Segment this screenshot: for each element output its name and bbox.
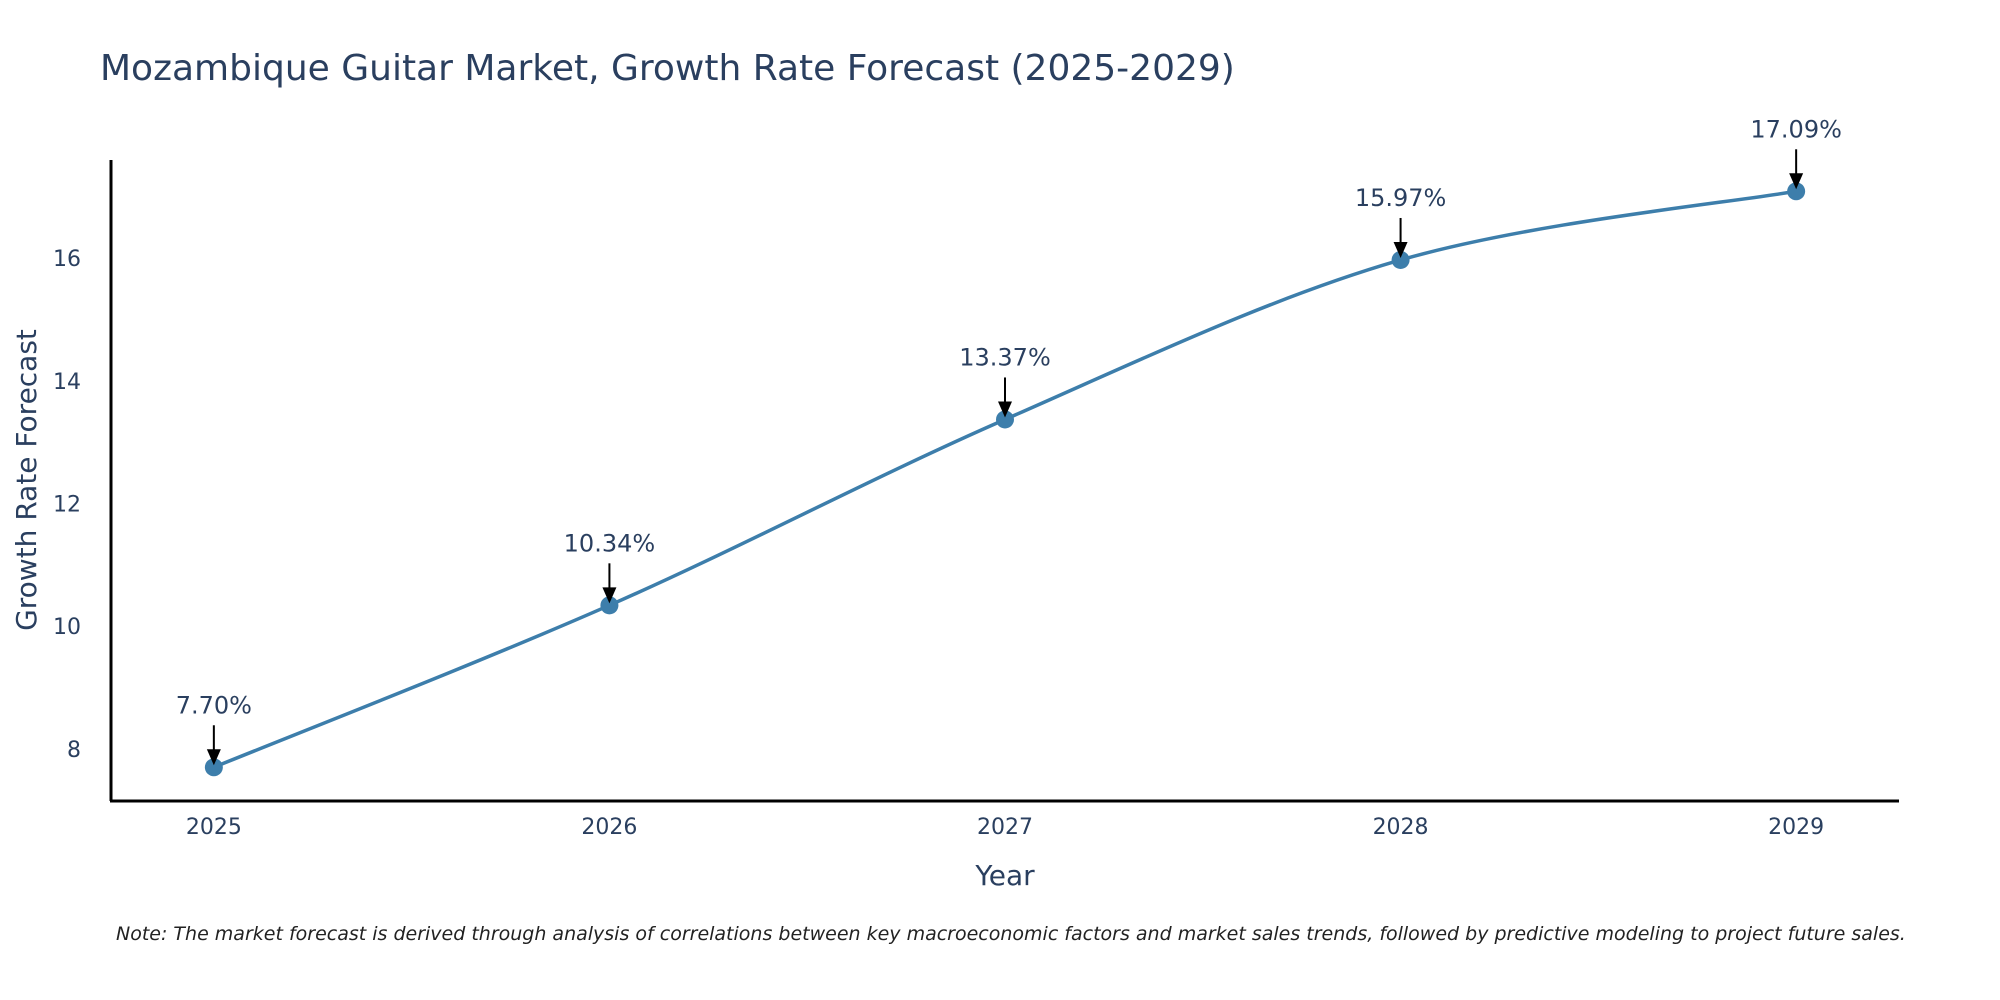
y-axis-ticks: 8 10 12 14 16 bbox=[53, 247, 81, 763]
y-tick-label: 8 bbox=[67, 738, 81, 763]
data-point-2028 bbox=[1391, 250, 1410, 269]
annotation-arrow-head bbox=[1789, 173, 1804, 190]
x-tick-label: 2026 bbox=[581, 815, 637, 840]
data-annotations: 7.70% 10.34% 13.37% 15.97% 17.09% bbox=[176, 115, 1842, 766]
x-tick-label: 2027 bbox=[977, 815, 1033, 840]
annotation-arrow-head bbox=[1393, 241, 1408, 258]
x-tick-label: 2025 bbox=[186, 815, 242, 840]
forecast-note: Note: The market forecast is derived thr… bbox=[116, 923, 1906, 945]
data-point-2025 bbox=[204, 758, 223, 777]
annotation-arrow-head bbox=[602, 587, 617, 604]
x-axis-title: Year bbox=[974, 859, 1035, 892]
annotation-arrow-head bbox=[998, 401, 1012, 418]
data-label-2029: 17.09% bbox=[1750, 115, 1842, 143]
data-label-2027: 13.37% bbox=[959, 343, 1051, 371]
data-label-2028: 15.97% bbox=[1355, 184, 1447, 212]
data-point-2027 bbox=[996, 410, 1014, 429]
data-point-2029 bbox=[1787, 182, 1806, 201]
y-axis-title: Growth Rate Forecast bbox=[10, 329, 43, 631]
chart-title: Mozambique Guitar Market, Growth Rate Fo… bbox=[100, 48, 1235, 89]
data-label-2026: 10.34% bbox=[564, 529, 656, 557]
series-line bbox=[213, 189, 1797, 769]
annotation-arrow-head bbox=[206, 749, 221, 766]
x-tick-label: 2029 bbox=[1768, 815, 1824, 840]
x-tick-label: 2028 bbox=[1373, 815, 1429, 840]
data-markers bbox=[204, 182, 1806, 777]
y-tick-label: 16 bbox=[53, 247, 81, 272]
data-label-2025: 7.70% bbox=[176, 691, 252, 719]
x-axis-ticks: 2025 2026 2027 2028 2029 bbox=[186, 815, 1824, 840]
y-tick-label: 10 bbox=[53, 615, 81, 640]
data-point-2026 bbox=[600, 596, 619, 615]
y-tick-label: 12 bbox=[53, 493, 81, 518]
y-tick-label: 14 bbox=[53, 370, 81, 395]
